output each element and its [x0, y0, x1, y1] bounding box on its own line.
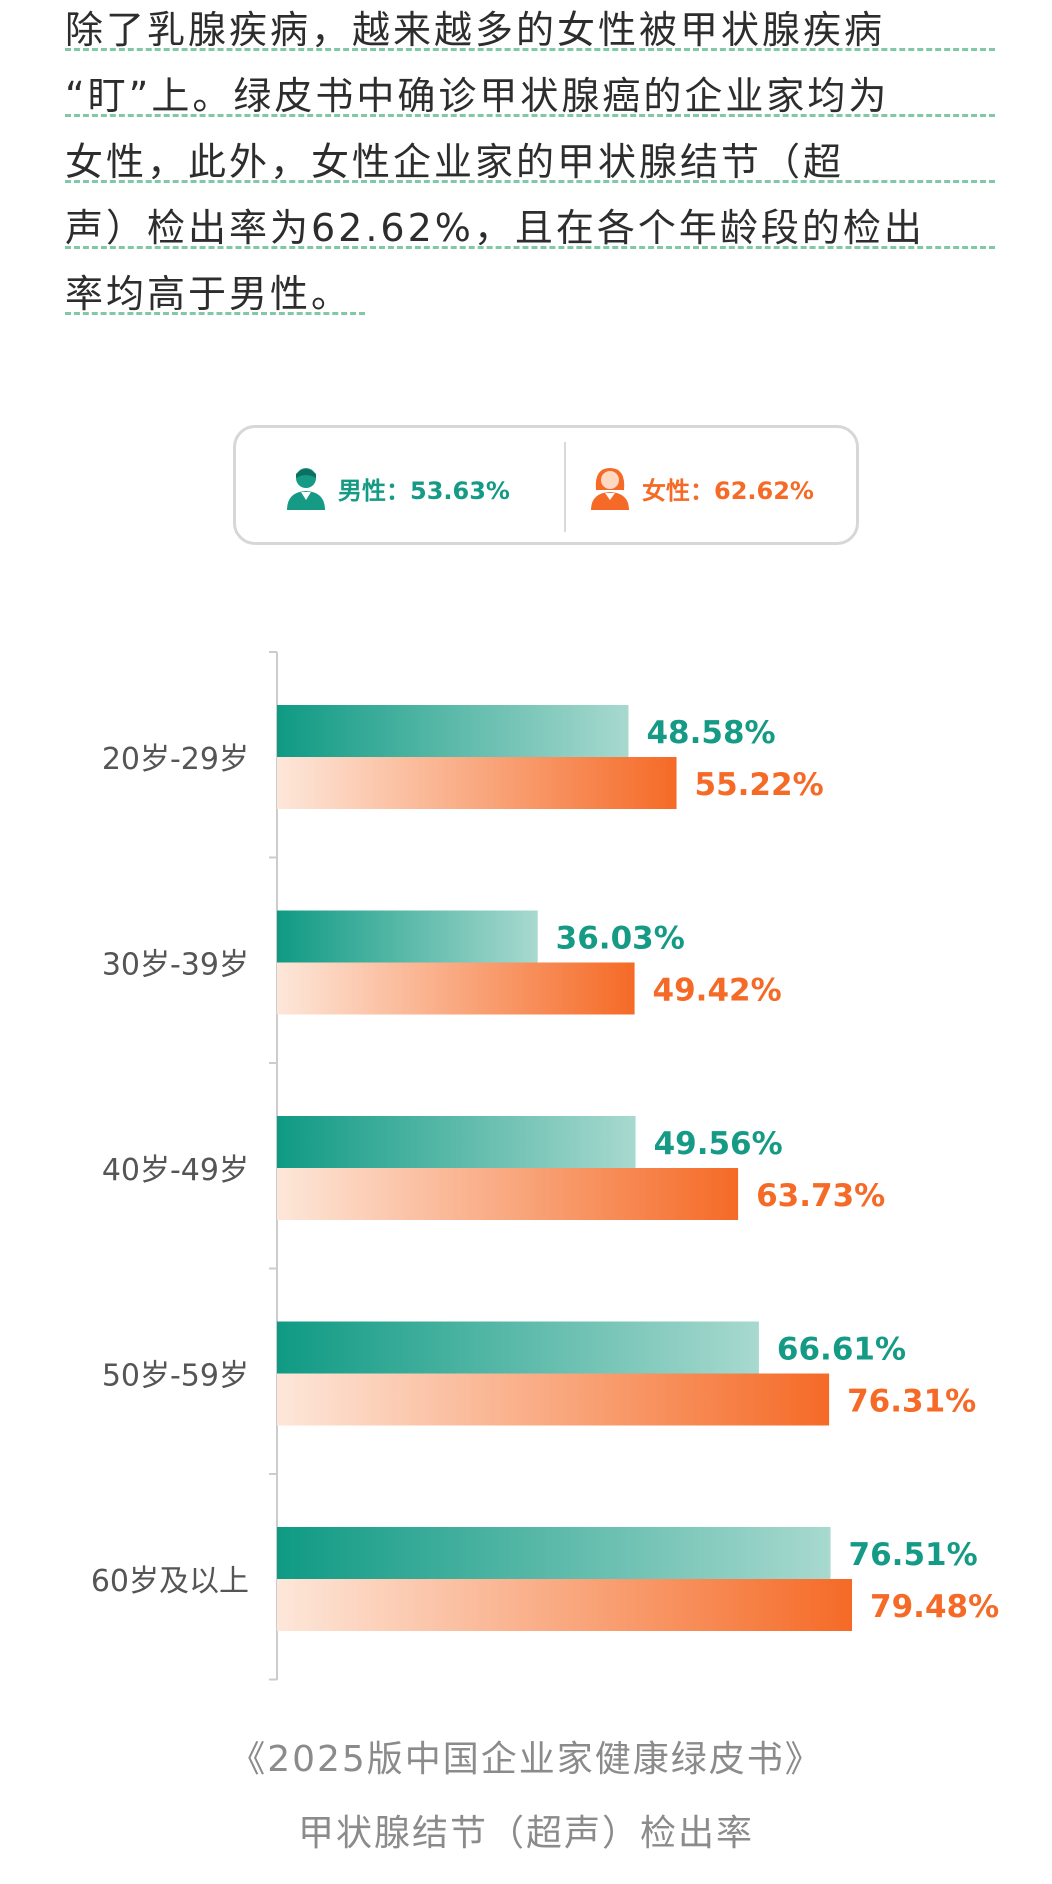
legend-item-female: 女性：62.62% [588, 464, 814, 512]
data-label-female: 55.22% [695, 767, 824, 803]
paragraph-line-3: 女性，此外，女性企业家的甲状腺结节（超 [65, 140, 845, 184]
dashed-underline [65, 114, 995, 117]
dashed-underline [65, 48, 995, 51]
data-label-male: 48.58% [646, 715, 775, 751]
category-label: 50岁-59岁 [102, 1359, 249, 1394]
legend-item-male: 男性：53.63% [284, 464, 510, 512]
data-label-female: 79.48% [870, 1589, 999, 1625]
data-label-male: 36.03% [556, 921, 685, 957]
category-label: 20岁-29岁 [102, 742, 249, 777]
bar-female [277, 1373, 830, 1426]
bar-female [277, 1579, 853, 1631]
legend-male-label: 男性：53.63% [338, 476, 510, 505]
bar-chart: 20岁-29岁 48.58% 55.22% 30岁-39岁 36.03% 49.42% 40… [91, 651, 999, 1681]
paragraph-line-1: 除了乳腺疾病，越来越多的女性被甲状腺疾病 [65, 8, 886, 52]
legend-female-label: 女性：62.62% [642, 476, 814, 505]
category-label: 60岁及以上 [91, 1564, 249, 1599]
data-label-male: 76.51% [849, 1537, 978, 1573]
paragraph-line-5: 率均高于男性。 [65, 272, 353, 316]
bar-female [277, 757, 677, 809]
category-label: 30岁-39岁 [102, 948, 249, 983]
bar-male [277, 1321, 759, 1374]
bar-male [277, 1527, 831, 1579]
data-label-female: 63.73% [756, 1178, 885, 1214]
paragraph-line-2: “盯”上。绿皮书中确诊甲状腺癌的企业家均为 [65, 74, 890, 118]
male-person-icon [287, 468, 325, 510]
bar-female [277, 1168, 739, 1220]
bar-male [277, 705, 629, 757]
bar-female [277, 962, 635, 1015]
chart-caption-source: 《2025版中国企业家健康绿皮书》 [229, 1739, 823, 1780]
paragraph-line-4: 声）检出率为62.62%，且在各个年龄段的检出 [65, 206, 925, 250]
bar-male [277, 1116, 636, 1168]
dashed-underline [65, 312, 365, 315]
category-label: 40岁-49岁 [102, 1153, 249, 1188]
legend-divider [564, 442, 566, 532]
female-person-icon [591, 468, 629, 510]
data-label-female: 76.31% [847, 1384, 976, 1420]
dashed-underline [65, 246, 995, 249]
bar-male [277, 910, 538, 963]
data-label-female: 49.42% [653, 973, 782, 1009]
chart-legend: 男性：53.63% 女性：62.62% [233, 425, 859, 545]
data-label-male: 49.56% [654, 1126, 783, 1162]
data-label-male: 66.61% [777, 1332, 906, 1368]
chart-caption-title: 甲状腺结节（超声）检出率 [297, 1813, 754, 1854]
dashed-underline [65, 180, 995, 183]
